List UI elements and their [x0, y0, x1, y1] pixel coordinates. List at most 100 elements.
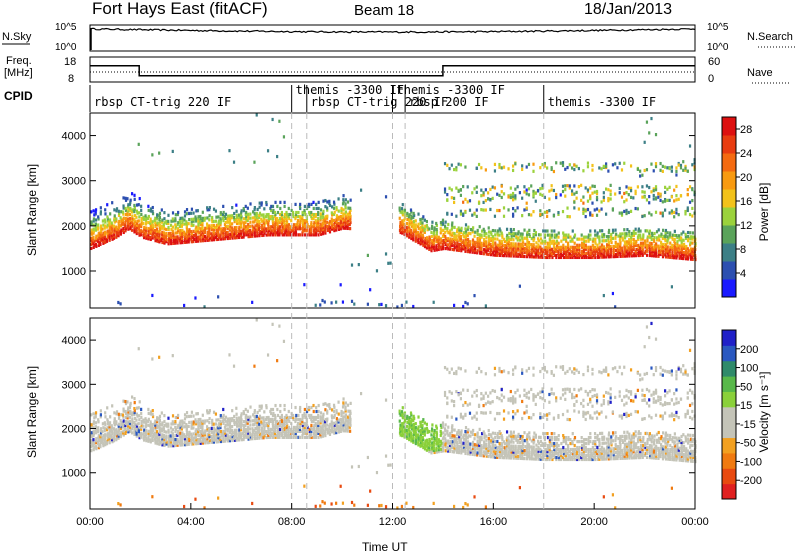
power-cell — [251, 301, 253, 304]
velocity-cell — [172, 428, 174, 431]
velocity-cell — [431, 427, 433, 430]
power-cell — [179, 229, 181, 232]
power-cell — [442, 219, 444, 222]
power-cell — [324, 300, 326, 303]
power-cell — [535, 241, 537, 244]
power-cell — [494, 169, 496, 172]
power-cell — [526, 207, 528, 210]
power-cell — [546, 242, 548, 245]
power-cell — [510, 242, 512, 245]
power-cell — [503, 238, 505, 241]
cpid-entry: themis -3300 IF — [548, 95, 656, 109]
power-cell — [310, 203, 312, 206]
velocity-cell — [447, 426, 449, 429]
velocity-cell — [317, 420, 319, 423]
power-cell — [582, 212, 584, 215]
cpid-entry: rbsp 200 IF — [409, 95, 488, 109]
velocity-cell — [455, 390, 457, 393]
power-cell — [97, 215, 99, 218]
power-cell — [243, 217, 245, 220]
power-cell — [465, 223, 467, 226]
velocity-cell — [453, 400, 455, 403]
power-cell — [544, 240, 546, 243]
power-cell — [675, 185, 677, 188]
power-cell — [367, 254, 369, 257]
power-cell — [537, 237, 539, 240]
velocity-cell — [326, 410, 328, 413]
power-cell — [521, 168, 523, 171]
power-cell — [209, 206, 211, 209]
velocity-cell — [140, 412, 142, 415]
power-cell — [100, 206, 102, 209]
velocity-cell — [100, 409, 102, 412]
velocity-cell — [139, 400, 141, 403]
velocity-cell — [194, 418, 196, 421]
power-cell — [367, 303, 369, 306]
velocity-cell — [136, 413, 138, 416]
power-cell — [675, 173, 677, 176]
velocity-cell — [340, 410, 342, 413]
power-cell — [585, 209, 587, 212]
velocity-cell — [254, 409, 256, 412]
power-cell — [662, 170, 664, 173]
power-cell — [671, 244, 673, 247]
power-cell — [558, 231, 560, 234]
power-cell — [685, 233, 687, 236]
power-cell — [488, 234, 490, 237]
power-cell — [417, 213, 419, 216]
power-cell — [279, 207, 281, 210]
velocity-cell — [460, 397, 462, 400]
velocity-cell — [127, 420, 129, 423]
power-cell — [565, 246, 567, 249]
power-cell — [236, 214, 238, 217]
power-cell — [535, 231, 537, 234]
power-cell — [320, 223, 322, 226]
velocity-cell — [310, 414, 312, 417]
power-cell — [115, 225, 117, 228]
velocity-cell — [147, 408, 149, 411]
velocity-cell — [469, 435, 471, 438]
velocity-cell — [142, 419, 144, 422]
power-cell — [553, 189, 555, 192]
velocity-cell — [135, 419, 137, 422]
power-cell — [347, 200, 349, 203]
power-cell — [496, 209, 498, 212]
power-cell — [480, 166, 482, 169]
power-cell — [424, 219, 426, 222]
velocity-cell — [406, 415, 408, 418]
power-cell — [682, 169, 684, 172]
power-cell — [140, 209, 142, 212]
velocity-cell — [349, 410, 351, 413]
power-cell — [619, 232, 621, 235]
power-cell — [514, 232, 516, 235]
velocity-cell — [190, 415, 192, 418]
power-cell — [644, 141, 646, 144]
power-cell — [612, 229, 614, 232]
power-cell — [410, 208, 412, 211]
velocity-cell — [129, 416, 131, 419]
velocity-cell — [299, 436, 301, 439]
power-cell — [674, 230, 676, 233]
power-cell — [421, 221, 423, 224]
velocity-cell — [478, 367, 480, 370]
power-cell — [192, 211, 194, 214]
power-cell — [129, 207, 131, 210]
power-cell — [227, 225, 229, 228]
velocity-cell — [297, 414, 299, 417]
velocity-cell — [281, 414, 283, 417]
power-cell — [539, 245, 541, 248]
velocity-cell — [151, 357, 153, 360]
velocity-cell — [145, 429, 147, 432]
velocity-cell — [91, 423, 93, 426]
velocity-cell — [460, 437, 462, 440]
power-cell — [515, 242, 517, 245]
noise-panel-frame — [90, 25, 695, 51]
power-cell — [666, 188, 668, 191]
power-cell — [614, 162, 616, 165]
velocity-cell — [228, 353, 230, 356]
power-cell — [476, 185, 478, 188]
power-cell — [507, 195, 509, 198]
power-cell — [125, 217, 127, 220]
velocity-cell — [93, 430, 95, 433]
power-cell — [122, 204, 124, 207]
